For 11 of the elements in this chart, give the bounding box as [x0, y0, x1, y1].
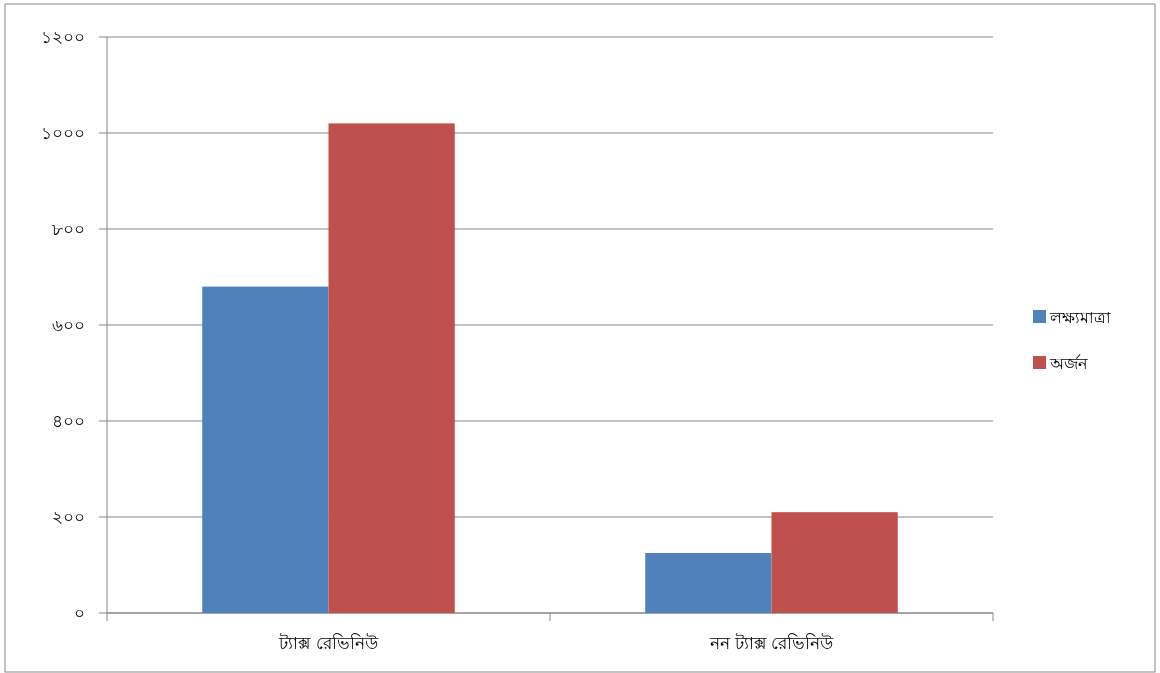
y-tick-label: ০ — [74, 603, 85, 623]
y-tick-label: ২০০ — [52, 507, 85, 527]
y-tick-label: ১২০০ — [41, 27, 85, 47]
y-tick-label: ৬০০ — [52, 315, 85, 335]
legend-label: অর্জন — [1049, 354, 1088, 373]
legend-label: লক্ষ্যমাত্রা — [1049, 308, 1111, 327]
y-tick-label: ৮০০ — [52, 219, 85, 239]
y-tick-label: ৪০০ — [52, 411, 85, 431]
y-tick-label: ১০০০ — [41, 123, 85, 143]
x-tick-label: নন ট্যাক্স রেভিনিউ — [708, 633, 835, 653]
x-tick-label: ট্যাক্স রেভিনিউ — [278, 633, 379, 653]
